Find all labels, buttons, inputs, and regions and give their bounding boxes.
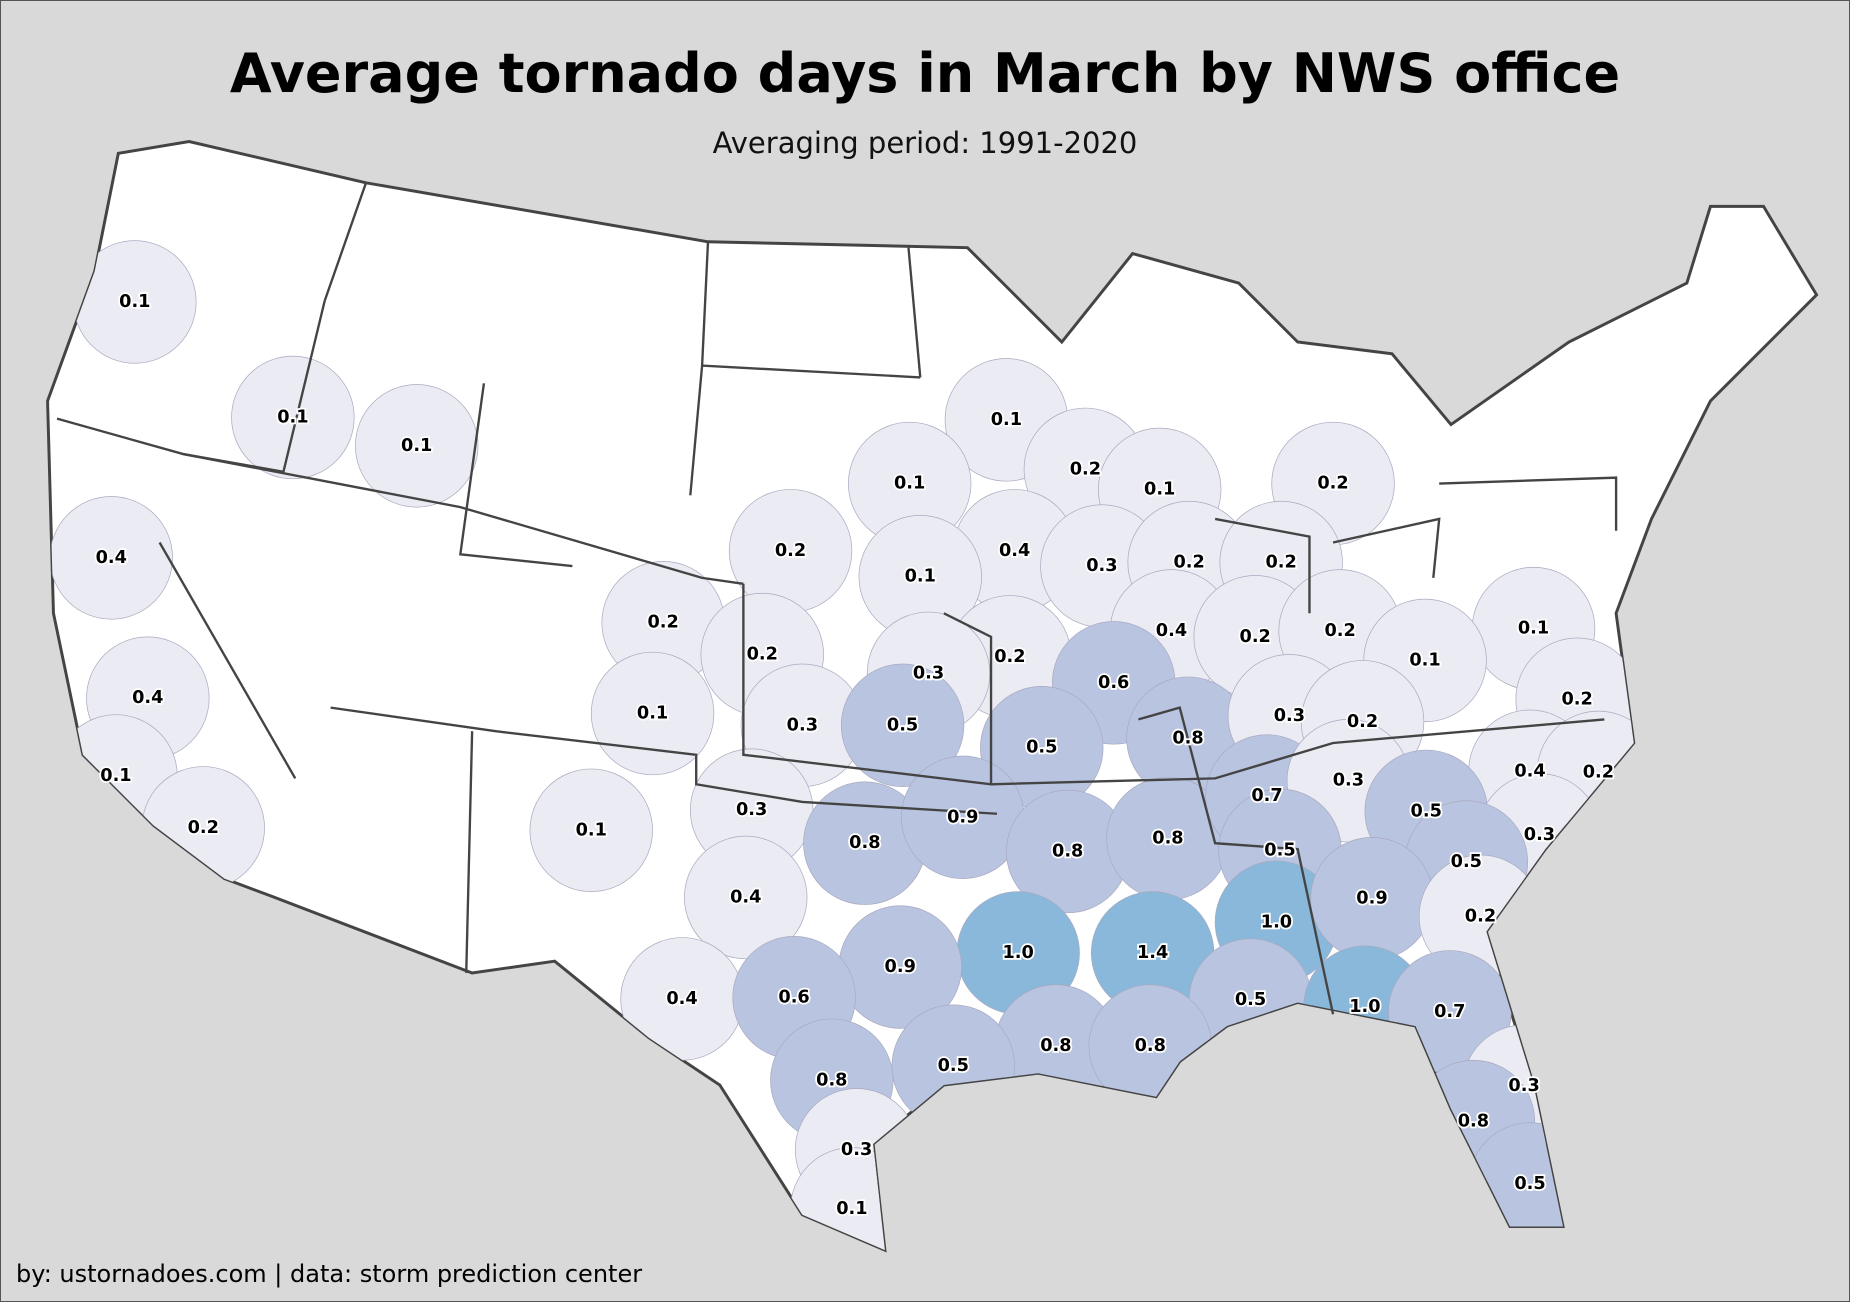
office-value: 0.1: [576, 820, 607, 840]
office-value: 0.1: [1409, 650, 1440, 670]
map-title: Average tornado days in March by NWS off…: [229, 42, 1621, 105]
office-value: 0.5: [1514, 1174, 1545, 1194]
office-value: 0.8: [1172, 728, 1203, 748]
office-value: 0.4: [1514, 761, 1545, 781]
office-value: 0.5: [1235, 990, 1266, 1010]
office-value: 0.1: [1144, 479, 1175, 499]
office-value: 0.5: [887, 715, 918, 735]
office-value: 0.2: [1317, 474, 1348, 494]
office-value: 0.2: [1174, 553, 1205, 573]
office-value: 0.2: [1240, 627, 1271, 647]
office-region: [590, 651, 715, 776]
office-region: [840, 663, 965, 787]
office-value: 0.2: [188, 818, 219, 838]
office-value: 0.5: [1026, 738, 1057, 758]
credit-text: by: ustornadoes.com | data: storm predic…: [16, 1260, 643, 1288]
office-value: 0.9: [947, 807, 978, 827]
office-value: 0.4: [999, 541, 1030, 561]
office-value: 0.3: [1333, 771, 1364, 791]
office-value: 0.8: [1052, 841, 1083, 861]
office-value: 0.4: [132, 688, 163, 708]
office-value: 0.3: [841, 1140, 872, 1160]
office-value: 0.5: [1264, 840, 1295, 860]
office-value: 0.3: [1508, 1076, 1539, 1096]
office-value: 0.2: [747, 645, 778, 665]
office-value: 0.9: [1356, 889, 1387, 909]
office-value: 0.3: [913, 663, 944, 683]
office-value: 0.8: [1152, 829, 1183, 849]
office-value: 0.1: [100, 766, 131, 786]
office-region: [231, 355, 355, 480]
office-value: 0.4: [730, 887, 761, 907]
office-value: 0.1: [905, 567, 936, 587]
office-value: 0.7: [1251, 786, 1282, 806]
office-value: 0.5: [1451, 852, 1482, 872]
office-value: 0.1: [277, 407, 308, 427]
office-value: 0.1: [119, 292, 150, 312]
office-value: 0.8: [816, 1070, 847, 1090]
office-value: 0.1: [894, 474, 925, 494]
office-value: 0.2: [994, 647, 1025, 667]
office-value: 0.8: [1040, 1036, 1071, 1056]
office-value: 0.2: [1465, 906, 1496, 926]
office-value: 0.3: [787, 715, 818, 735]
office-value: 0.2: [1324, 621, 1355, 641]
office-value: 0.2: [648, 613, 679, 633]
office-value: 0.4: [666, 989, 697, 1009]
office-value: 0.2: [775, 541, 806, 561]
office-value: 1.0: [1261, 912, 1292, 932]
office-value: 0.1: [637, 704, 668, 724]
office-value: 0.1: [1518, 619, 1549, 639]
map-subtitle: Averaging period: 1991-2020: [712, 126, 1138, 160]
office-labels: 0.1 0.1 0.1 0.4 0.4 0.1 0.2 0.1 0.2 0.1 …: [94, 290, 1616, 1220]
office-value: 0.3: [1274, 706, 1305, 726]
office-value: 0.2: [1562, 689, 1593, 709]
office-value: 0.7: [1434, 1002, 1465, 1022]
office-value: 0.3: [1524, 825, 1555, 845]
office-value: 0.8: [849, 833, 880, 853]
office-value: 0.2: [1265, 553, 1296, 573]
office-value: 0.5: [938, 1056, 969, 1076]
office-value: 0.1: [401, 436, 432, 456]
office-value: 1.0: [1349, 997, 1380, 1017]
office-value: 0.3: [1086, 556, 1117, 576]
office-value: 1.4: [1137, 943, 1168, 963]
office-value: 0.4: [96, 548, 127, 568]
office-region: [355, 384, 479, 508]
office-value: 0.3: [736, 800, 767, 820]
office-value: 0.2: [1347, 712, 1378, 732]
office-value: 0.6: [778, 988, 809, 1008]
office-value: 0.9: [885, 957, 916, 977]
office-value: 0.8: [1458, 1112, 1489, 1132]
office-value: 0.1: [991, 410, 1022, 430]
office-value: 0.2: [1583, 762, 1614, 782]
office-value: 1.0: [1002, 943, 1033, 963]
office-value: 0.4: [1156, 621, 1187, 641]
office-region: [529, 768, 653, 892]
state-borders: [56, 182, 1618, 1015]
office-region: [684, 835, 808, 960]
office-value: 0.8: [1135, 1036, 1166, 1056]
office-value: 0.2: [1070, 459, 1101, 479]
office-value: 0.6: [1098, 673, 1129, 693]
office-value: 0.1: [836, 1199, 867, 1219]
office-value: 0.5: [1411, 801, 1442, 821]
